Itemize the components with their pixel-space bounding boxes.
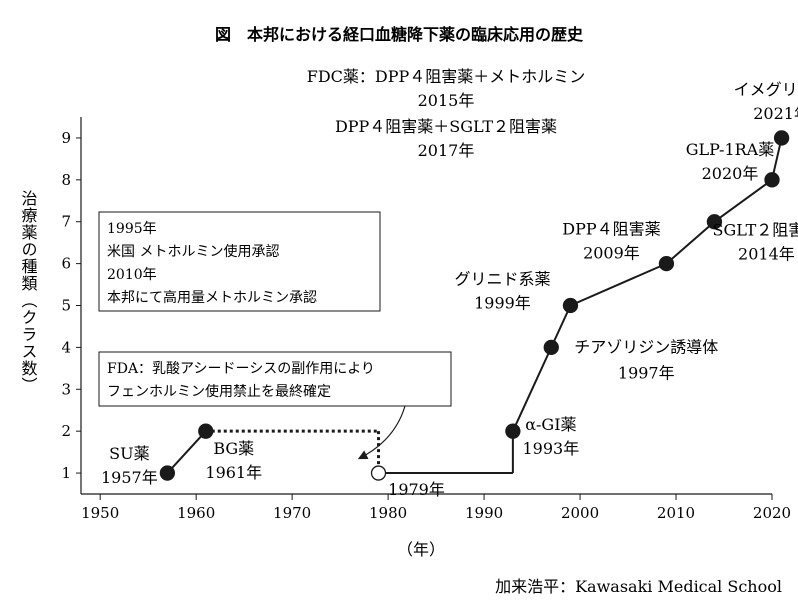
series-segment [511, 346, 553, 432]
point-labels: SU薬 1957年 BG薬 1961年 1979年 α-GI薬 1993年 チアゾリジン誘導体… [101, 80, 798, 499]
point-label: 2009年 [583, 244, 640, 263]
data-point [658, 255, 675, 272]
y-axis-label: 治療薬の種類（クラス数） [19, 190, 38, 394]
series-segment [166, 430, 207, 474]
point-label: 2021年 [753, 104, 798, 123]
x-tick-label: 1980 [369, 504, 407, 522]
y-tick-label: 9 [61, 129, 71, 147]
metformin-box-line-1: 1995年 [107, 221, 157, 237]
point-label: α-GI薬 [525, 415, 576, 434]
x-tick-label: 1970 [273, 504, 311, 522]
data-points [159, 130, 790, 481]
series-segment [665, 220, 716, 265]
y-tick-label: 8 [61, 171, 71, 189]
x-axis-label: （年） [397, 540, 445, 559]
series-segment [713, 179, 773, 223]
fda-arrow [357, 405, 406, 460]
point-label: 1979年 [388, 480, 445, 499]
credit: 加来浩平：Kawasaki Medical School [495, 577, 782, 596]
point-label: GLP-1RA薬 [686, 140, 775, 159]
x-tick-label: 1950 [81, 504, 119, 522]
y-tick-label: 5 [61, 297, 71, 315]
data-point [370, 465, 387, 481]
fdc-line-1: FDC薬：DPP４阻害薬＋メトホルミン [307, 67, 586, 86]
point-label: SU薬 [109, 444, 149, 463]
point-label: 1999年 [474, 294, 531, 313]
chart-title: 図 本邦における経口血糖降下薬の臨床応用の歴史 [215, 25, 584, 44]
point-label: SGLT２阻害薬 [713, 221, 798, 240]
x-ticks: 1950 1960 1970 1980 1990 2000 2010 2020 [81, 494, 791, 522]
data-point [773, 130, 790, 146]
point-label: イメグリミン [734, 80, 798, 99]
x-tick-label: 1990 [465, 504, 503, 522]
y-tick-label: 3 [61, 380, 71, 398]
data-point [562, 297, 579, 314]
point-label: 1993年 [523, 439, 580, 458]
fdc-line-2: 2015年 [418, 91, 475, 110]
point-label: DPP４阻害薬 [562, 220, 660, 239]
y-tick-label: 4 [61, 338, 71, 356]
metformin-box-line-2: 米国 メトホルミン使用承認 [107, 243, 279, 260]
x-tick-label: 2020 [753, 504, 791, 522]
data-point [198, 423, 214, 439]
fda-box-line-2: フェンホルミン使用禁止を最終確定 [107, 383, 331, 400]
data-point [159, 465, 176, 481]
y-tick-label: 6 [61, 255, 71, 273]
series-segment [570, 262, 667, 307]
x-tick-label: 2010 [657, 504, 695, 522]
point-label: 1961年 [205, 463, 262, 482]
data-point [764, 172, 780, 188]
point-label: 2014年 [738, 245, 795, 264]
point-label: 1957年 [101, 468, 158, 487]
point-label: グリニド系薬 [454, 270, 550, 289]
data-point [706, 214, 723, 230]
series-segment [550, 305, 572, 348]
point-label: チアゾリジン誘導体 [574, 337, 718, 356]
data-point [505, 423, 521, 439]
metformin-box-line-4: 本邦にて高用量メトホルミン承認 [107, 289, 317, 306]
fdc-line-3: DPP４阻害薬＋SGLT２阻害薬 [335, 117, 557, 136]
fdc-line-4: 2017年 [418, 141, 475, 160]
point-label: 2020年 [702, 164, 759, 183]
point-label: 1997年 [618, 363, 675, 382]
metformin-box: 1995年 米国 メトホルミン使用承認 2010年 本邦にて高用量メトホルミン承… [98, 211, 381, 312]
data-point [543, 339, 559, 356]
fda-box-line-1: FDA：乳酸アシードーシスの副作用により [107, 361, 375, 377]
y-ticks: 1 2 3 4 5 6 7 8 9 [61, 129, 81, 482]
y-tick-label: 1 [61, 464, 71, 482]
y-tick-label: 7 [61, 213, 71, 231]
metformin-box-line-3: 2010年 [107, 267, 157, 283]
point-label: BG薬 [213, 439, 254, 458]
y-tick-label: 2 [61, 422, 71, 440]
x-tick-label: 2000 [561, 504, 599, 522]
fda-box: FDA：乳酸アシードーシスの副作用により フェンホルミン使用禁止を最終確定 [98, 351, 452, 407]
x-tick-label: 1960 [177, 504, 215, 522]
